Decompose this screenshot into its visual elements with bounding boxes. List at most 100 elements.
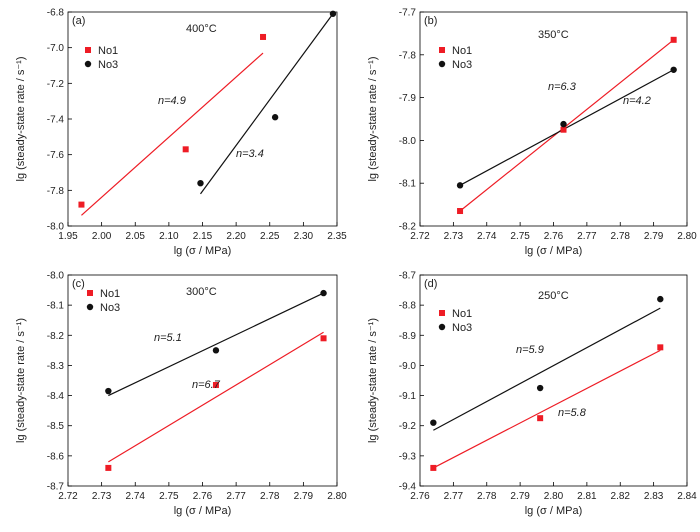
- fit-lines: [433, 307, 661, 469]
- x-tick-label: 2.80: [677, 231, 697, 242]
- axis-ticks: 1.95 2.00 2.05 2.10 2.15 2.20 2.25 2.30 2.35 -8.0…: [47, 8, 347, 243]
- y-tick-label: -9.2: [399, 421, 417, 432]
- y-tick-label: -8.1: [399, 179, 417, 190]
- legend-marker-no3: [86, 303, 94, 311]
- n-label-no3: n=5.1: [154, 332, 182, 344]
- data-points: [105, 289, 327, 471]
- y-tick-label: -9.4: [399, 482, 417, 493]
- legend-label-no1: No1: [452, 308, 472, 320]
- y-tick-label: -7.2: [47, 79, 65, 90]
- point-no1: [105, 464, 112, 471]
- point-no3: [271, 114, 279, 121]
- point-no1: [260, 33, 267, 40]
- x-axis-label: lg (σ / MPa): [174, 505, 232, 517]
- point-no1: [320, 335, 327, 342]
- point-no3: [430, 419, 437, 426]
- point-no3: [456, 182, 464, 189]
- fit-lines: [108, 292, 324, 463]
- x-tick-label: 2.25: [260, 231, 280, 242]
- point-no3: [329, 10, 337, 17]
- y-axis-label: lg (steady-state rate / s⁻¹): [15, 56, 27, 181]
- x-tick-label: 2.74: [477, 231, 497, 242]
- x-tick-label: 2.78: [260, 491, 280, 502]
- y-tick-label: -8.4: [47, 391, 65, 402]
- y-tick-label: -8.0: [47, 271, 65, 282]
- point-no1: [657, 344, 664, 351]
- fit-line-no1: [108, 331, 324, 463]
- panel-label: (b): [424, 15, 437, 27]
- y-tick-label: -7.6: [47, 150, 65, 161]
- fit-line-no3: [199, 13, 334, 195]
- y-tick-label: -9.3: [399, 451, 417, 462]
- y-tick-label: -8.7: [399, 271, 417, 282]
- panel-d: 2.76 2.77 2.78 2.79 2.80 2.81 2.82 2.83 2.84 -9.4…: [367, 271, 697, 518]
- fit-line-no1: [81, 52, 264, 216]
- x-tick-label: 2.30: [294, 231, 314, 242]
- legend: No1 No3: [438, 45, 472, 71]
- point-no1: [560, 126, 567, 133]
- data-points: [456, 36, 677, 215]
- panel-label: (a): [72, 15, 85, 27]
- x-tick-label: 2.79: [644, 231, 664, 242]
- point-no1: [430, 464, 437, 471]
- x-tick-label: 2.76: [410, 491, 430, 502]
- point-no1: [212, 382, 219, 389]
- x-tick-label: 2.82: [611, 491, 631, 502]
- x-tick-label: 2.00: [92, 231, 112, 242]
- point-no3: [560, 120, 567, 128]
- y-tick-label: -8.1: [47, 301, 65, 312]
- legend: No1 No3: [86, 288, 120, 314]
- panel-b: 2.72 2.73 2.74 2.75 2.76 2.77 2.78 2.79 2.80 -8.2…: [367, 8, 697, 258]
- legend: No1 No3: [438, 308, 472, 334]
- legend-label-no3: No3: [98, 59, 118, 71]
- temperature-label: 400°C: [186, 23, 217, 35]
- panel-a: 1.95 2.00 2.05 2.10 2.15 2.20 2.25 2.30 2.35 -8.0…: [15, 8, 347, 258]
- fit-line-no1: [459, 39, 675, 212]
- y-tick-label: -8.2: [47, 331, 65, 342]
- x-axis-label: lg (σ / MPa): [525, 245, 583, 257]
- data-points: [78, 10, 337, 208]
- x-tick-label: 1.95: [58, 231, 78, 242]
- axis-ticks: 2.72 2.73 2.74 2.75 2.76 2.77 2.78 2.79 2.80 -8.7…: [47, 271, 347, 503]
- x-tick-label: 2.80: [327, 491, 347, 502]
- legend-marker-no3: [84, 60, 92, 68]
- x-tick-label: 2.72: [410, 231, 430, 242]
- temperature-label: 350°C: [538, 29, 569, 41]
- x-tick-label: 2.75: [510, 231, 530, 242]
- x-tick-label: 2.79: [294, 491, 314, 502]
- y-tick-label: -9.1: [399, 391, 417, 402]
- point-no3: [657, 295, 664, 303]
- x-tick-label: 2.10: [159, 231, 179, 242]
- y-tick-label: -6.8: [47, 8, 65, 19]
- point-no1: [182, 146, 189, 153]
- point-no1: [670, 36, 677, 43]
- y-tick-label: -7.8: [399, 50, 417, 61]
- y-axis-label: lg (steady-state rate / s⁻¹): [367, 56, 379, 181]
- x-tick-label: 2.79: [510, 491, 530, 502]
- legend-label-no1: No1: [452, 45, 472, 57]
- panel-label: (c): [72, 278, 85, 290]
- n-label-no1: n=4.9: [158, 95, 186, 107]
- legend-label-no3: No3: [452, 322, 472, 334]
- point-no3: [536, 384, 544, 392]
- x-tick-label: 2.77: [226, 491, 246, 502]
- y-tick-label: -7.4: [47, 115, 65, 126]
- y-tick-label: -8.9: [399, 331, 417, 342]
- x-tick-label: 2.35: [327, 231, 347, 242]
- n-label-no3: n=4.2: [623, 95, 651, 107]
- temperature-label: 250°C: [538, 290, 569, 302]
- y-tick-label: -7.7: [399, 8, 417, 19]
- y-tick-label: -8.3: [47, 361, 65, 372]
- axis-ticks: 2.76 2.77 2.78 2.79 2.80 2.81 2.82 2.83 2.84 -9.4…: [399, 271, 697, 503]
- y-tick-label: -9.0: [399, 361, 417, 372]
- fit-lines: [81, 13, 334, 216]
- n-label-no1: n=6.3: [548, 81, 577, 93]
- n-label-no1: n=5.8: [558, 407, 587, 419]
- legend-marker-no1: [87, 290, 93, 296]
- fit-line-no1: [433, 349, 661, 469]
- y-tick-label: -7.9: [399, 93, 417, 104]
- y-tick-label: -7.8: [47, 186, 65, 197]
- x-tick-label: 2.80: [544, 491, 564, 502]
- x-tick-label: 2.78: [477, 491, 497, 502]
- legend-marker-no1: [439, 310, 445, 316]
